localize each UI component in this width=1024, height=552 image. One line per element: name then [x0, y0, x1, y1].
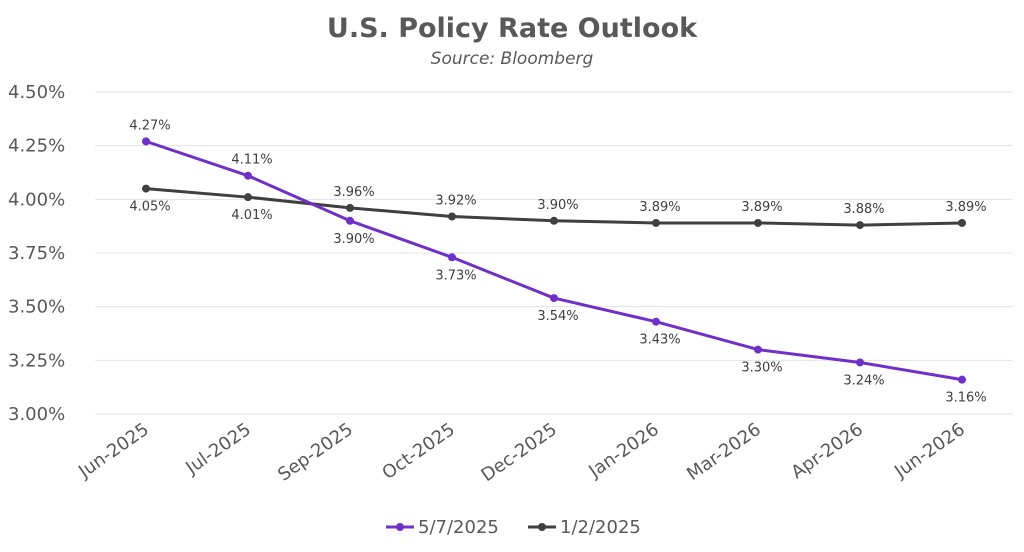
y-axis-ticks: 3.00% 3.25% 3.50% 3.75% 4.00% 4.25% 4.50% [8, 82, 65, 425]
data-label: 3.43% [639, 333, 680, 348]
data-point [142, 184, 150, 193]
data-label: 3.88% [843, 202, 884, 217]
data-point [652, 317, 660, 326]
y-tick-label: 4.50% [8, 82, 65, 103]
data-label: 4.11% [231, 153, 272, 168]
data-label: 3.30% [741, 361, 782, 376]
legend: 5/7/2025 1/2/2025 [386, 517, 641, 538]
chart-subtitle: Source: Bloomberg [431, 49, 594, 69]
data-label: 3.96% [333, 185, 374, 200]
legend-marker [396, 523, 404, 531]
data-label: 3.89% [639, 200, 680, 215]
x-tick-label: Jun-2025 [74, 419, 153, 483]
x-tick-label: Dec-2025 [477, 419, 560, 486]
data-label: 4.05% [129, 200, 170, 215]
data-point [958, 218, 966, 227]
x-tick-label: Jul-2025 [181, 419, 255, 479]
legend-label: 1/2/2025 [560, 517, 641, 538]
data-label: 3.16% [945, 391, 986, 406]
data-label: 3.24% [843, 373, 884, 388]
x-tick-label: Mar-2026 [683, 419, 765, 485]
y-tick-label: 4.25% [8, 136, 65, 157]
series-line [145, 139, 963, 382]
data-label: 3.90% [537, 198, 578, 213]
data-point [754, 218, 762, 227]
data-point [856, 221, 864, 230]
legend-label: 5/7/2025 [418, 517, 499, 538]
data-point [244, 193, 252, 202]
y-tick-label: 3.50% [8, 297, 65, 318]
data-point [754, 345, 762, 354]
x-tick-label: Sep-2025 [274, 419, 357, 486]
data-point [550, 294, 558, 303]
data-label: 3.92% [435, 194, 476, 209]
chart-title: U.S. Policy Rate Outlook [327, 13, 698, 44]
x-axis-ticks: Jun-2025 Jul-2025 Sep-2025 Oct-2025 Dec-2025… [74, 419, 969, 486]
data-point [346, 203, 354, 212]
data-label: 3.89% [945, 200, 986, 215]
legend-marker [538, 523, 546, 531]
x-tick-label: Apr-2026 [787, 419, 866, 483]
data-label: 3.73% [435, 268, 476, 283]
data-point [652, 218, 660, 227]
data-point [142, 137, 150, 146]
data-point [346, 216, 354, 225]
data-labels: 4.27% 4.05% 4.11% 4.01% 3.90% 3.96% 3.73% 3.92%… [129, 118, 986, 405]
data-point [448, 253, 456, 262]
data-point [856, 358, 864, 367]
x-tick-label: Jan-2026 [584, 419, 662, 483]
y-tick-label: 3.00% [8, 404, 65, 425]
data-label: 3.54% [537, 309, 578, 324]
x-tick-label: Jun-2026 [890, 419, 969, 483]
data-point [448, 212, 456, 221]
data-point [550, 216, 558, 225]
x-tick-label: Oct-2025 [378, 419, 458, 484]
series-lines [142, 137, 966, 384]
data-label: 3.90% [333, 232, 374, 247]
data-label: 4.27% [129, 118, 170, 133]
data-label: 4.01% [231, 208, 272, 223]
data-point [244, 171, 252, 180]
y-tick-label: 4.00% [8, 189, 65, 210]
y-tick-label: 3.75% [8, 243, 65, 264]
data-label: 3.89% [741, 200, 782, 215]
y-tick-label: 3.25% [8, 350, 65, 371]
data-point [958, 375, 966, 384]
